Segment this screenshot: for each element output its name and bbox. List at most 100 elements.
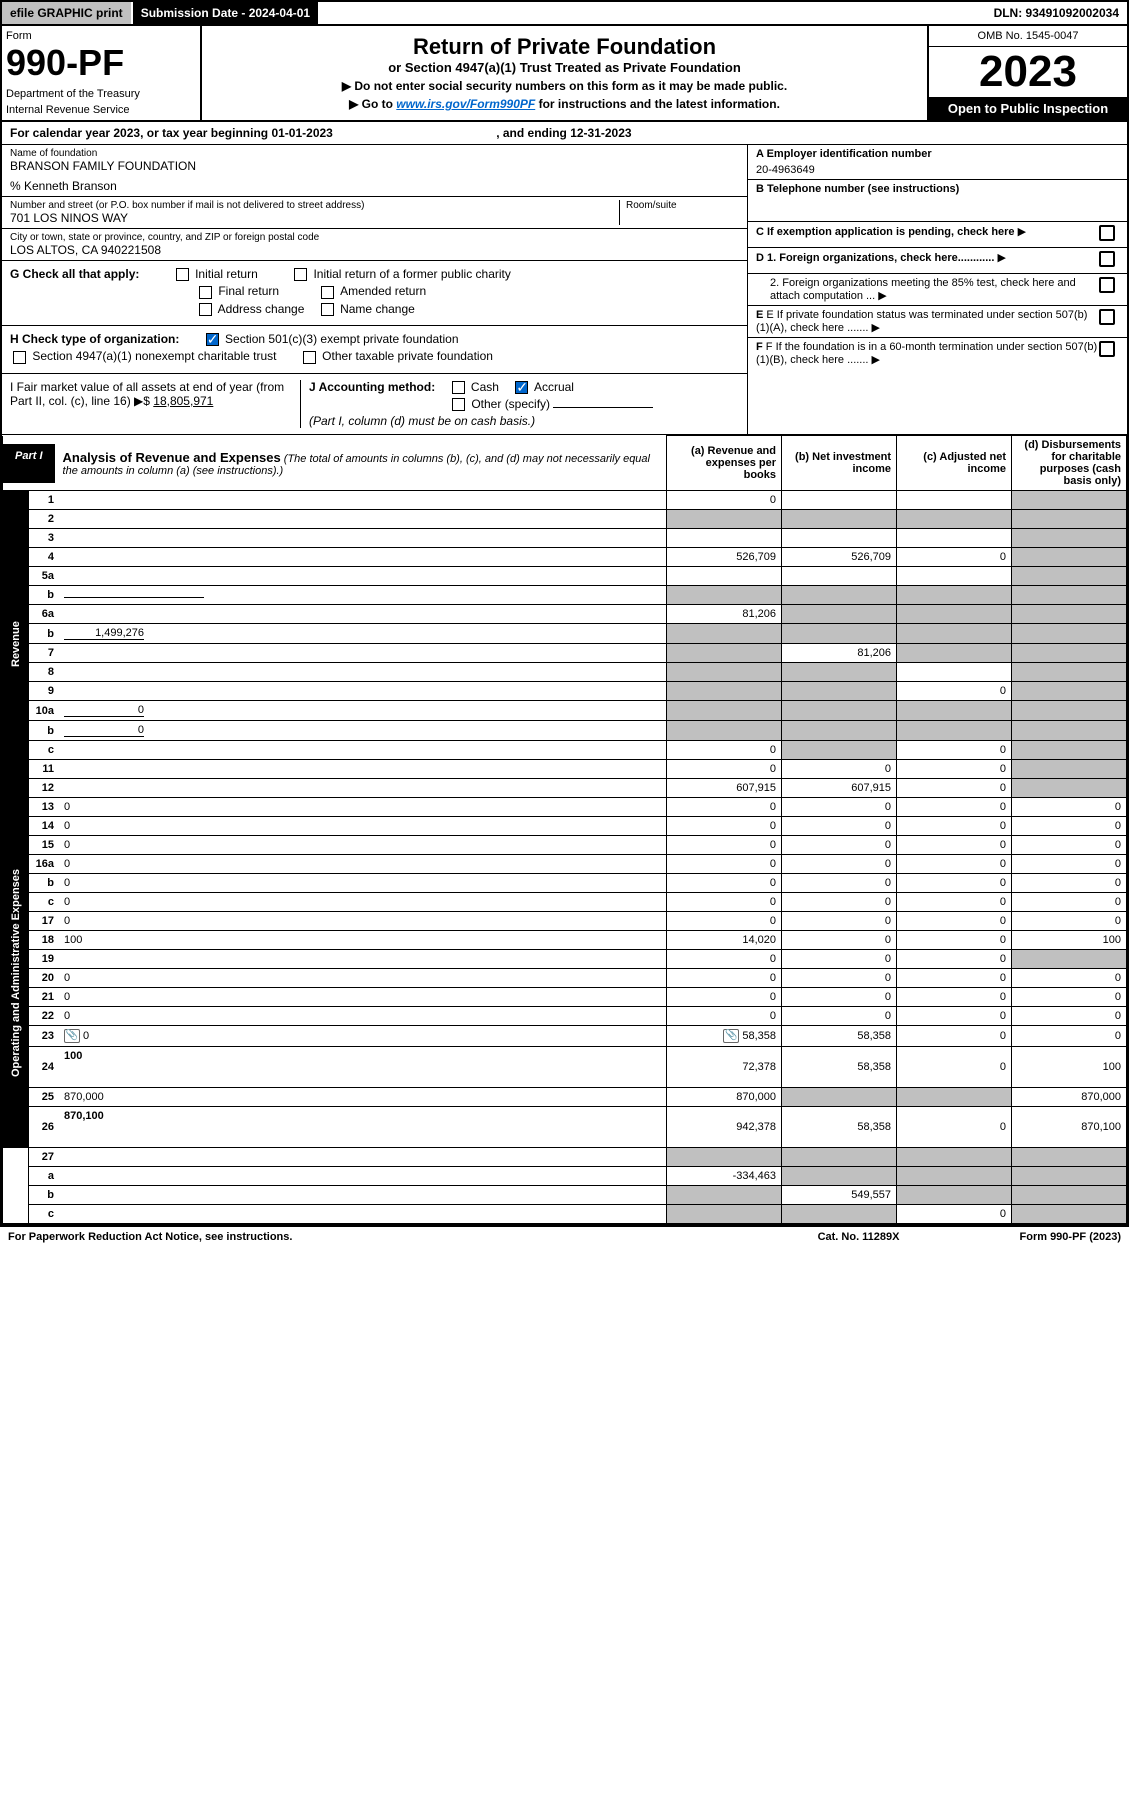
checkbox-d1[interactable] bbox=[1099, 251, 1115, 267]
footer-right: Form 990-PF (2023) bbox=[1020, 1231, 1122, 1243]
table-row: b549,557 bbox=[3, 1186, 1127, 1205]
cell-c: 0 bbox=[897, 760, 1012, 779]
table-row: c00 bbox=[3, 741, 1127, 760]
j-note: (Part I, column (d) must be on cash basi… bbox=[309, 414, 739, 428]
checkbox-final-return[interactable] bbox=[199, 286, 212, 299]
cell-d bbox=[1012, 548, 1127, 567]
cell-a: 0 bbox=[667, 1007, 782, 1026]
cell-a: -334,463 bbox=[667, 1167, 782, 1186]
row-number: c bbox=[29, 1205, 59, 1223]
checkbox-initial-return[interactable] bbox=[176, 268, 189, 281]
row-number: 1 bbox=[29, 491, 59, 509]
cell-d: 0 bbox=[1012, 874, 1127, 893]
care-of: % Kenneth Branson bbox=[10, 179, 739, 193]
table-row: 781,206 bbox=[3, 644, 1127, 663]
row-number: 9 bbox=[29, 682, 59, 700]
checkbox-other-taxable[interactable] bbox=[303, 351, 316, 364]
cell-b: 0 bbox=[782, 817, 897, 836]
checkbox-e[interactable] bbox=[1099, 309, 1115, 325]
cell-c: 0 bbox=[897, 874, 1012, 893]
checkbox-address-change[interactable] bbox=[199, 303, 212, 316]
cell-c bbox=[897, 1167, 1012, 1186]
cell-c bbox=[897, 1186, 1012, 1205]
cell-a bbox=[667, 529, 782, 548]
checkbox-name-change[interactable] bbox=[321, 303, 334, 316]
part1-table: Part I Analysis of Revenue and Expenses … bbox=[2, 435, 1127, 1224]
footer: For Paperwork Reduction Act Notice, see … bbox=[0, 1226, 1129, 1247]
row-desc bbox=[59, 644, 666, 662]
dept-treasury: Department of the Treasury bbox=[6, 88, 196, 100]
cell-c bbox=[897, 1148, 1012, 1167]
cell-d bbox=[1012, 1167, 1127, 1186]
row-number: 14 bbox=[29, 817, 59, 835]
checkbox-amended[interactable] bbox=[321, 286, 334, 299]
row-desc: 0 bbox=[59, 855, 666, 873]
cell-d: 0 bbox=[1012, 988, 1127, 1007]
row-number: 13 bbox=[29, 798, 59, 816]
cell-b: 0 bbox=[782, 836, 897, 855]
checkbox-cash[interactable] bbox=[452, 381, 465, 394]
checkbox-f[interactable] bbox=[1099, 341, 1115, 357]
cell-c bbox=[897, 701, 1012, 721]
cell-c: 0 bbox=[897, 779, 1012, 798]
row-number: 26 bbox=[29, 1107, 59, 1147]
ein-row: A Employer identification number 20-4963… bbox=[748, 145, 1127, 180]
attachment-icon[interactable]: 📎 bbox=[723, 1029, 739, 1043]
checkbox-4947a1[interactable] bbox=[13, 351, 26, 364]
cell-d bbox=[1012, 682, 1127, 701]
row-number: 11 bbox=[29, 760, 59, 778]
cell-a bbox=[667, 624, 782, 644]
row-number: 22 bbox=[29, 1007, 59, 1025]
row-desc bbox=[59, 586, 666, 604]
cell-a: 0 bbox=[667, 817, 782, 836]
checkbox-other-method[interactable] bbox=[452, 398, 465, 411]
row-number: 18 bbox=[29, 931, 59, 949]
col-b-header: (b) Net investment income bbox=[782, 436, 897, 491]
cell-a bbox=[667, 1186, 782, 1205]
row-desc bbox=[59, 510, 666, 528]
cell-d bbox=[1012, 663, 1127, 682]
table-row: 19000 bbox=[3, 950, 1127, 969]
checkbox-c[interactable] bbox=[1099, 225, 1115, 241]
cell-b bbox=[782, 529, 897, 548]
cell-c: 0 bbox=[897, 1107, 1012, 1148]
row-desc: 0 bbox=[59, 701, 666, 720]
cell-c: 0 bbox=[897, 969, 1012, 988]
row-number: 5a bbox=[29, 567, 59, 585]
row-number: 16a bbox=[29, 855, 59, 873]
row-desc bbox=[59, 950, 666, 968]
cell-b bbox=[782, 586, 897, 605]
cell-d bbox=[1012, 605, 1127, 624]
row-desc bbox=[59, 1167, 666, 1185]
year-box: OMB No. 1545-0047 2023 Open to Public In… bbox=[927, 26, 1127, 120]
calendar-year-row: For calendar year 2023, or tax year begi… bbox=[0, 122, 1129, 145]
row-desc: 100 bbox=[59, 931, 666, 949]
table-row: Revenue10 bbox=[3, 491, 1127, 510]
cell-c: 0 bbox=[897, 855, 1012, 874]
cell-d: 870,100 bbox=[1012, 1107, 1127, 1148]
cell-a: 0 bbox=[667, 760, 782, 779]
cell-a bbox=[667, 721, 782, 741]
col-a-header: (a) Revenue and expenses per books bbox=[667, 436, 782, 491]
table-row: a-334,463 bbox=[3, 1167, 1127, 1186]
checkbox-initial-public[interactable] bbox=[294, 268, 307, 281]
row-number: b bbox=[29, 721, 59, 740]
side-label: Operating and Administrative Expenses bbox=[3, 798, 29, 1148]
efile-label: efile GRAPHIC print bbox=[2, 2, 131, 24]
checkbox-501c3[interactable] bbox=[206, 333, 219, 346]
cell-c bbox=[897, 510, 1012, 529]
cell-c bbox=[897, 529, 1012, 548]
attachment-icon[interactable]: 📎 bbox=[64, 1029, 80, 1043]
cell-b bbox=[782, 663, 897, 682]
checkbox-accrual[interactable] bbox=[515, 381, 528, 394]
row-desc: 870,000 bbox=[59, 1088, 666, 1106]
irs-link[interactable]: www.irs.gov/Form990PF bbox=[396, 97, 535, 111]
cell-a bbox=[667, 644, 782, 663]
tax-year: 2023 bbox=[929, 47, 1127, 97]
row-number: 4 bbox=[29, 548, 59, 566]
checkbox-d2[interactable] bbox=[1099, 277, 1115, 293]
cell-b bbox=[782, 741, 897, 760]
cell-c: 0 bbox=[897, 836, 1012, 855]
cell-d bbox=[1012, 529, 1127, 548]
cell-b: 0 bbox=[782, 1007, 897, 1026]
